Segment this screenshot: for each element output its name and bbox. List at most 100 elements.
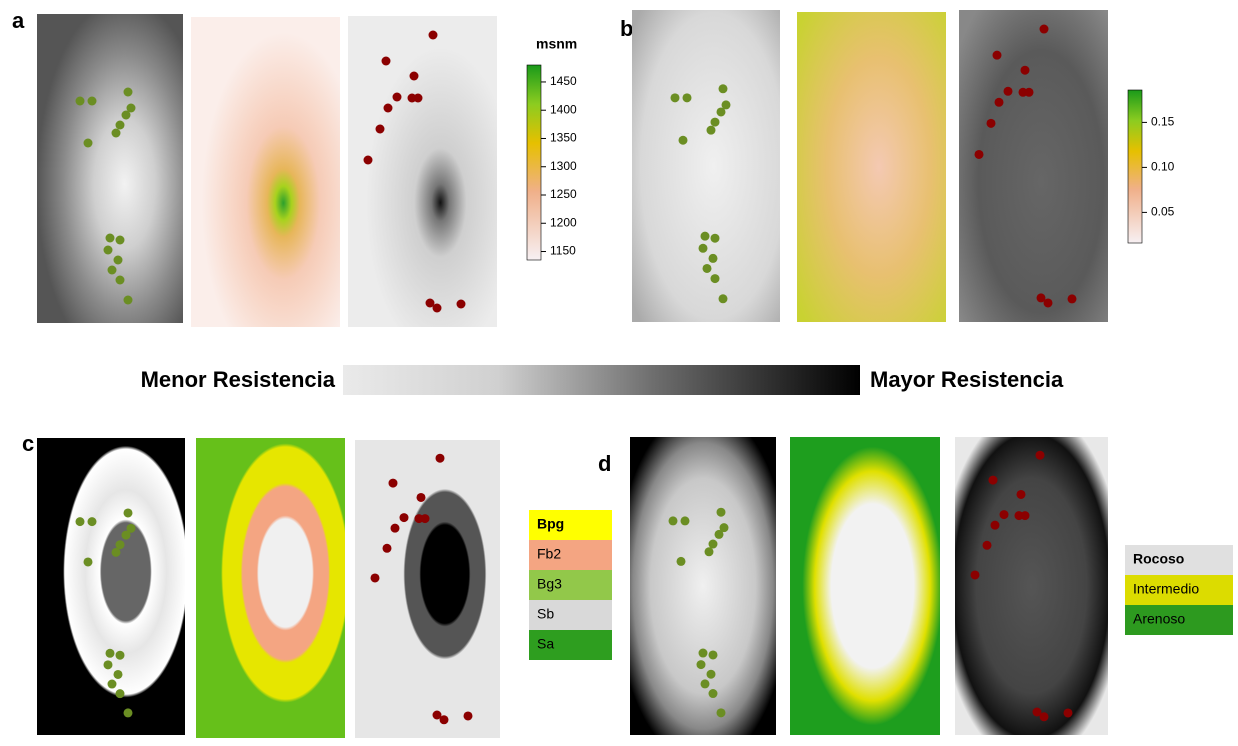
site-point bbox=[715, 530, 724, 539]
site-point bbox=[709, 689, 718, 698]
map bbox=[196, 438, 345, 738]
site-point bbox=[364, 156, 373, 165]
site-point bbox=[991, 521, 1000, 530]
site-point bbox=[384, 104, 393, 113]
site-point bbox=[116, 121, 125, 130]
map bbox=[355, 440, 500, 738]
map bbox=[630, 437, 776, 735]
site-point bbox=[114, 670, 123, 679]
site-point bbox=[400, 513, 409, 522]
legend-label: Sb bbox=[537, 606, 554, 622]
site-point bbox=[429, 31, 438, 40]
legend-label: Rocoso bbox=[1133, 551, 1184, 567]
site-point bbox=[719, 294, 728, 303]
site-point bbox=[669, 516, 678, 525]
legend-label: Sa bbox=[537, 636, 554, 652]
site-point bbox=[681, 516, 690, 525]
site-point bbox=[108, 680, 117, 689]
site-point bbox=[995, 98, 1004, 107]
site-point bbox=[116, 540, 125, 549]
panel-label: d bbox=[598, 451, 611, 476]
site-point bbox=[711, 234, 720, 243]
colorbar-tick-label: 1300 bbox=[550, 159, 577, 173]
colorbar-tick-label: 1400 bbox=[550, 102, 577, 116]
site-point bbox=[124, 708, 133, 717]
legend-label: Fb2 bbox=[537, 546, 561, 562]
panel-label: c bbox=[22, 431, 34, 456]
site-point bbox=[114, 256, 123, 265]
site-point bbox=[124, 88, 133, 97]
site-point bbox=[106, 649, 115, 658]
site-point bbox=[701, 679, 710, 688]
site-point bbox=[122, 111, 131, 120]
site-point bbox=[717, 508, 726, 517]
colorbar-tick-label: 1250 bbox=[550, 187, 577, 201]
legend-label: Intermedio bbox=[1133, 581, 1199, 597]
site-point bbox=[1040, 712, 1049, 721]
site-point bbox=[124, 296, 133, 305]
site-point bbox=[108, 266, 117, 275]
map bbox=[37, 438, 185, 735]
site-point bbox=[76, 517, 85, 526]
site-point bbox=[707, 670, 716, 679]
site-point bbox=[106, 234, 115, 243]
colorbar-tick-label: 0.10 bbox=[1151, 160, 1175, 174]
map bbox=[955, 437, 1108, 735]
site-point bbox=[112, 129, 121, 138]
site-point bbox=[417, 493, 426, 502]
site-point bbox=[709, 650, 718, 659]
colorbar bbox=[1128, 90, 1142, 243]
site-point bbox=[683, 93, 692, 102]
scale-right: Mayor Resistencia bbox=[870, 367, 1064, 392]
site-point bbox=[391, 524, 400, 533]
colorbar-title: msnm bbox=[536, 36, 577, 52]
site-point bbox=[421, 514, 430, 523]
site-point bbox=[1004, 87, 1013, 96]
site-point bbox=[440, 715, 449, 724]
site-point bbox=[677, 557, 686, 566]
site-point bbox=[993, 51, 1002, 60]
site-point bbox=[112, 548, 121, 557]
site-point bbox=[116, 236, 125, 245]
colorbar-tick-label: 0.05 bbox=[1151, 205, 1175, 219]
site-point bbox=[975, 150, 984, 159]
site-point bbox=[376, 125, 385, 134]
site-point bbox=[84, 139, 93, 148]
site-point bbox=[989, 476, 998, 485]
site-point bbox=[699, 649, 708, 658]
colorbar-tick-label: 1450 bbox=[550, 74, 577, 88]
site-point bbox=[971, 570, 980, 579]
site-point bbox=[983, 541, 992, 550]
site-point bbox=[717, 107, 726, 116]
colorbar-tick-label: 1350 bbox=[550, 131, 577, 145]
site-point bbox=[707, 126, 716, 135]
panel-label: a bbox=[12, 8, 25, 33]
site-point bbox=[709, 254, 718, 263]
panel-label: b bbox=[620, 16, 633, 41]
map bbox=[959, 10, 1108, 322]
site-point bbox=[987, 119, 996, 128]
site-point bbox=[1000, 510, 1009, 519]
site-point bbox=[84, 557, 93, 566]
site-point bbox=[711, 118, 720, 127]
colorbar bbox=[527, 65, 541, 260]
figure: a b c d msnm Menor Resistencia Mayor Res… bbox=[0, 0, 1238, 746]
site-point bbox=[705, 547, 714, 556]
site-point bbox=[701, 232, 710, 241]
site-point bbox=[436, 454, 445, 463]
site-point bbox=[414, 94, 423, 103]
site-point bbox=[1021, 511, 1030, 520]
colorbar-tick-label: 0.15 bbox=[1151, 115, 1175, 129]
colorbar-tick-label: 1200 bbox=[550, 215, 577, 229]
site-point bbox=[709, 540, 718, 549]
site-point bbox=[383, 544, 392, 553]
site-point bbox=[1036, 451, 1045, 460]
site-point bbox=[122, 531, 131, 540]
site-point bbox=[124, 508, 133, 517]
colorbar-tick-label: 1150 bbox=[550, 244, 576, 258]
site-point bbox=[1064, 708, 1073, 717]
site-point bbox=[711, 274, 720, 283]
legend-label: Bg3 bbox=[537, 576, 562, 592]
site-point bbox=[116, 276, 125, 285]
site-point bbox=[1021, 66, 1030, 75]
